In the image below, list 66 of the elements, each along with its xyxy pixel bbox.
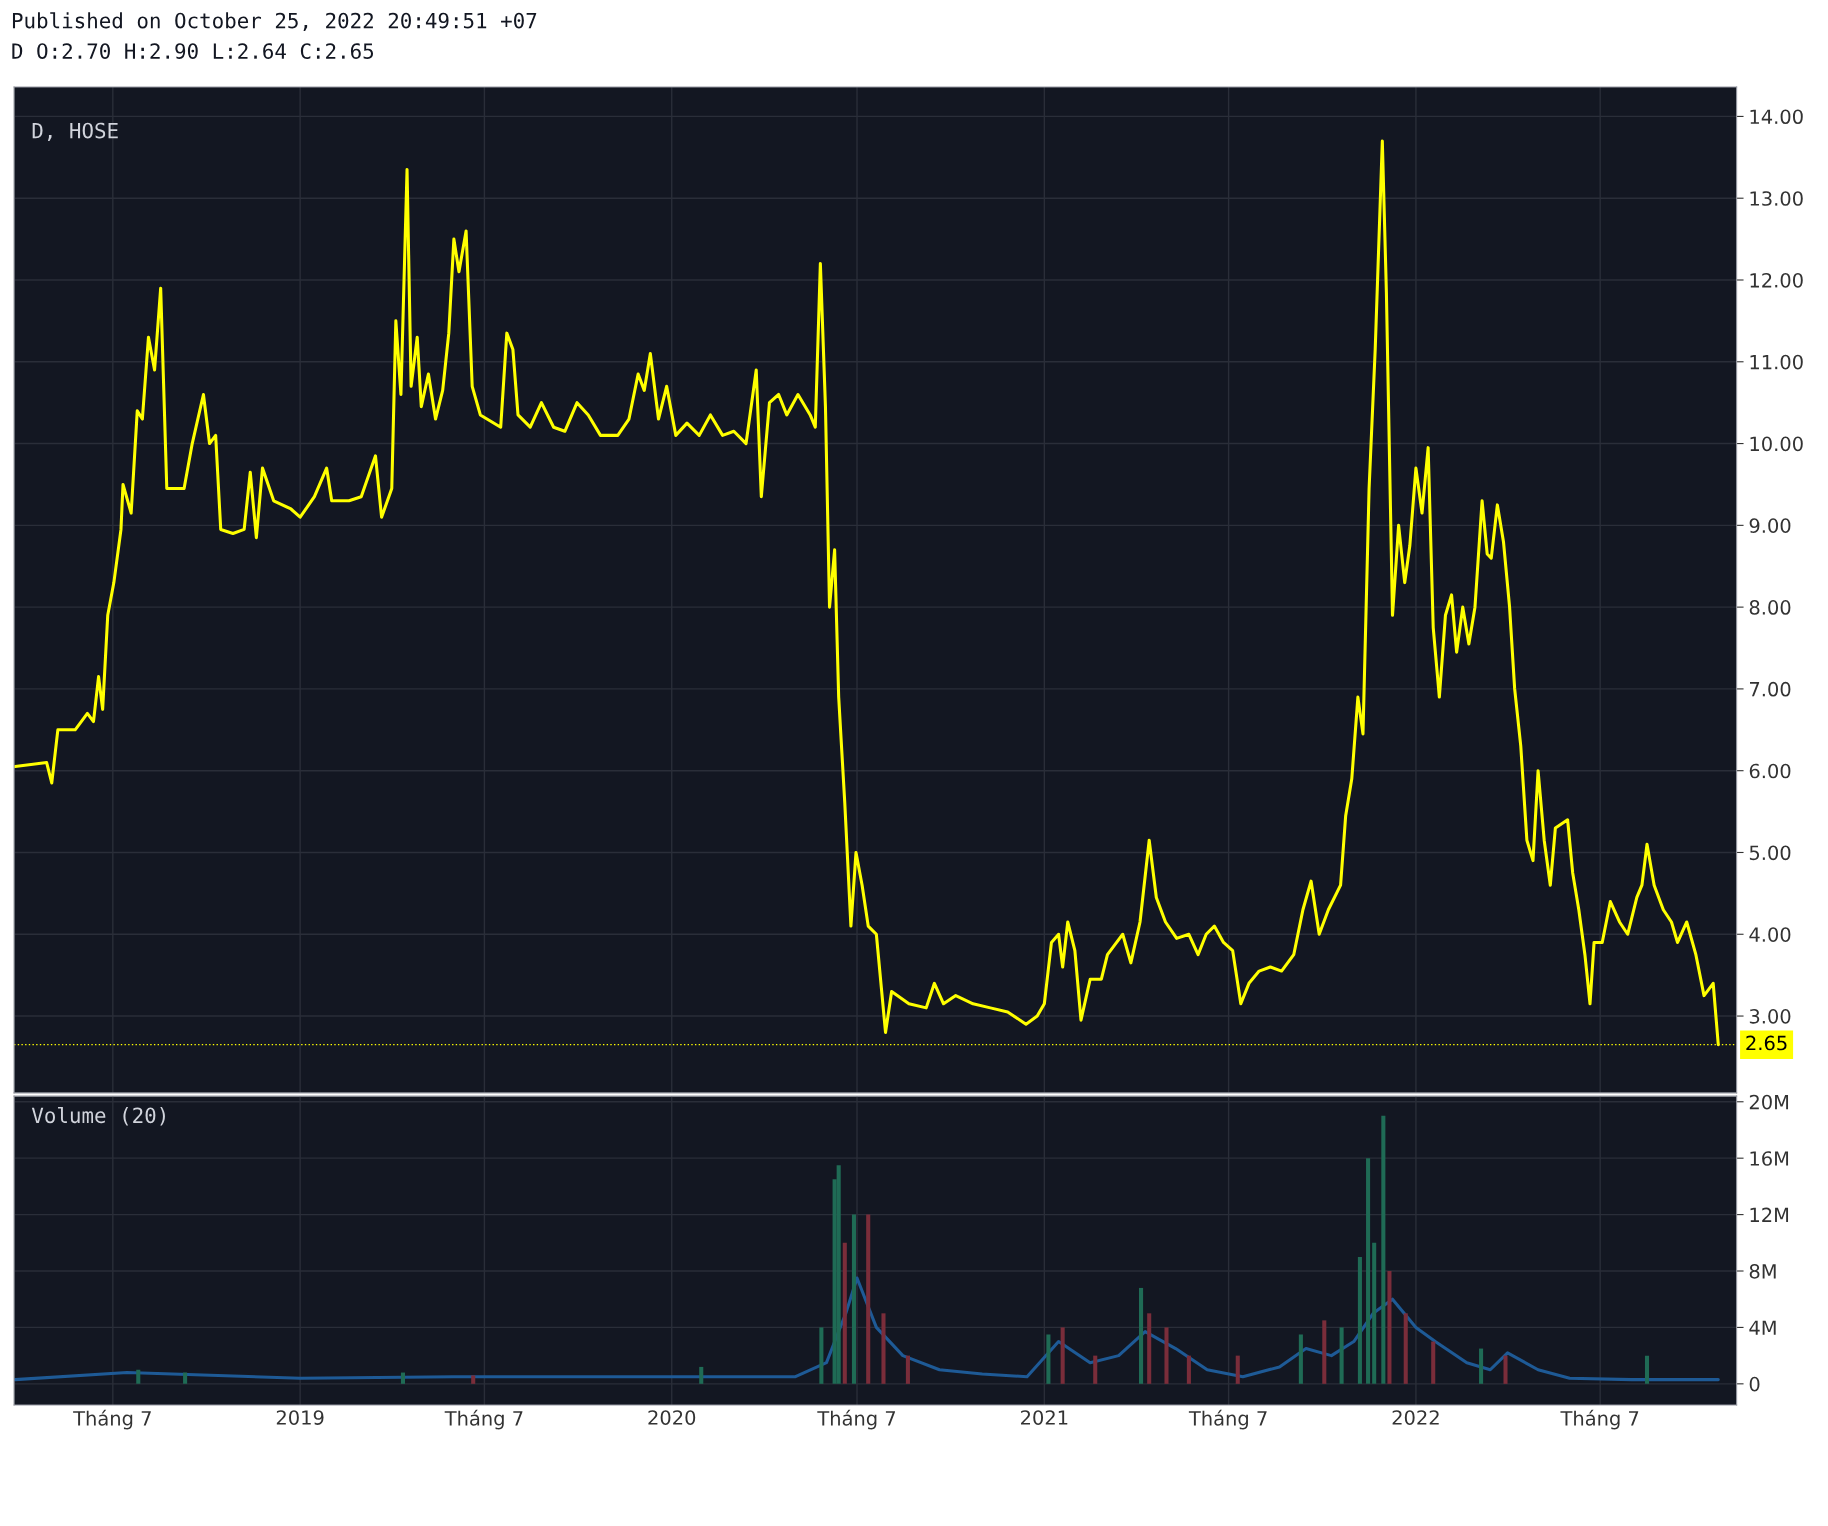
y-tick-label: 14.00 [1750,109,1803,125]
bar [1046,1334,1051,1384]
bar [1403,1313,1408,1384]
bar [1139,1287,1144,1384]
bar [1381,1115,1386,1384]
y-tick-label: 16M [1750,1151,1789,1166]
y-tick-label: 4.00 [1749,927,1791,942]
bar [819,1327,824,1384]
bar [471,1375,476,1384]
bar [1372,1242,1377,1384]
bar [1431,1341,1436,1384]
y-tick-label: 8.00 [1749,600,1791,615]
x-tick-label: Tháng 7 [444,1409,523,1430]
x-tick-label: 2019 [276,1410,324,1425]
bar [881,1313,886,1384]
y-tick-label: 7.00 [1750,681,1791,697]
bar [1357,1256,1362,1384]
bar [1235,1355,1240,1384]
line-series [14,1276,1720,1382]
y-tick-label: 3.00 [1749,1009,1791,1024]
bar [1147,1313,1152,1384]
x-tick-label: 2022 [1392,1410,1439,1425]
bar [866,1214,871,1384]
x-tick-label: 2020 [648,1410,696,1425]
x-tick-label: 2021 [1021,1410,1068,1425]
bar [836,1165,841,1384]
bar [400,1372,405,1384]
y-tick-label: 5.00 [1749,845,1791,861]
bar [1186,1355,1191,1384]
bar [1479,1348,1484,1384]
y-tick-label: 10.00 [1750,436,1803,452]
bar [851,1214,856,1384]
ref-line-label: 2.65 [1746,1035,1787,1051]
bar [842,1242,847,1384]
x-tick-label: Tháng 7 [817,1409,896,1430]
bar [1387,1271,1392,1384]
bar [1060,1327,1065,1384]
bar [1093,1355,1098,1384]
chart-title: Volume (20) [31,1106,165,1126]
text: D, HOSE [32,122,118,142]
bar [1164,1327,1169,1384]
y-tick-label: 9.00 [1749,518,1791,534]
bar [699,1366,704,1384]
y-tick-label: 6.00 [1749,763,1791,779]
bar [1322,1320,1327,1384]
x-tick-label: Tháng 7 [73,1409,151,1430]
bar [1503,1355,1508,1384]
text: D O:2.70 H:2.90 L:2.64 C:2.65 [12,43,374,59]
y-tick-label: 11.00 [1750,354,1803,370]
y-tick-label: 8M [1749,1263,1776,1279]
y-tick-label: 0 [1749,1376,1760,1392]
bar [183,1372,188,1384]
y-tick-label: 13.00 [1750,191,1803,206]
y-tick-label: 12M [1750,1207,1789,1222]
bar [905,1355,910,1384]
x-tick-label: Tháng 7 [1188,1409,1267,1430]
bar [1339,1327,1344,1384]
y-tick-label: 20M [1749,1094,1789,1110]
y-tick-label: 4M [1749,1320,1776,1335]
text: Published on October 25, 2022 20:49:51 +07 [12,12,537,32]
y-tick-label: 12.00 [1750,272,1803,288]
bar [136,1369,141,1384]
bar [1298,1334,1303,1384]
bar [1644,1355,1650,1384]
x-tick-label: Tháng 7 [1560,1409,1639,1430]
bar [1366,1158,1371,1384]
